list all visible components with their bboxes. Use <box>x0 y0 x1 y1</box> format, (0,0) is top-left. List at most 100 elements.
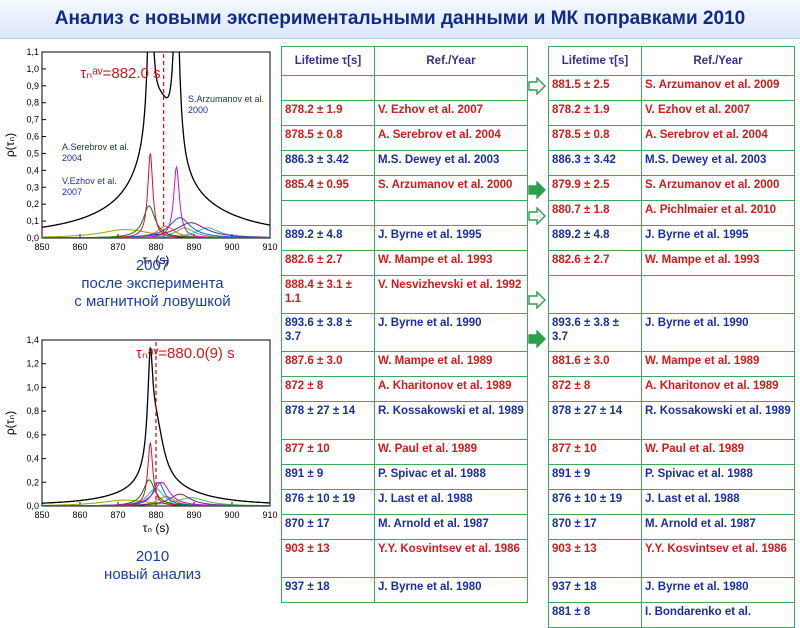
table-row: 881.6 ± 3.0 W. Mampe et al. 1989 <box>548 351 795 377</box>
caption-2007: 2007 после эксперимента с магнитной лову… <box>40 257 265 311</box>
y-tick-label: 0,8 <box>26 98 39 108</box>
table-row: 881.5 ± 2.5 S. Arzumanov et al. 2009 <box>548 75 795 101</box>
reference-cell: V. Ezhov et al. 2007 <box>641 100 795 126</box>
reference-cell: M. Arnold et al. 1987 <box>641 514 795 540</box>
y-tick-label: 0,9 <box>26 81 39 91</box>
lifetime-cell: 887.6 ± 3.0 <box>281 351 375 377</box>
x-tick-label: 850 <box>34 242 49 252</box>
caption-2007-line2: с магнитной ловушкой <box>74 293 231 310</box>
y-axis-label: ρ(τₙ) <box>3 133 17 157</box>
y-axis-label: ρ(τₙ) <box>3 411 17 435</box>
lifetime-cell: 872 ± 8 <box>281 376 375 402</box>
header-lifetime: Lifetime τ[s] <box>281 46 375 76</box>
reference-cell: A. Serebrov et al. 2004 <box>641 125 795 151</box>
reference-cell: J. Byrne et al. 1990 <box>641 313 795 352</box>
reference-cell: V. Nesvizhevski et al. 1992 <box>374 275 528 314</box>
reference-cell: S. Arzumanov et al. 2000 <box>374 175 528 201</box>
table-row: 887.6 ± 3.0 W. Mampe et al. 1989 <box>281 351 528 377</box>
right-arrow-icon <box>528 206 546 225</box>
table-row: 872 ± 8 A. Kharitonov et al. 1989 <box>548 376 795 402</box>
chart-2007: 850 860 870 880 890 900 910 0,0 0,1 0,2 0,3 0,4 0,5 0… <box>0 42 282 272</box>
lifetime-cell: 885.4 ± 0.95 <box>281 175 375 201</box>
table-row: 937 ± 18 J. Byrne et al. 1980 <box>281 577 528 603</box>
table-row <box>281 75 528 101</box>
table-row: 893.6 ± 3.8 ± 3.7 J. Byrne et al. 1990 <box>281 313 528 352</box>
caption-2007-year: 2007 <box>135 257 170 274</box>
x-tick-label: 870 <box>110 510 125 520</box>
table-row: 891 ± 9 P. Spivac et al. 1988 <box>548 464 795 490</box>
reference-cell: W. Mampe et al. 1989 <box>374 351 528 377</box>
lifetime-cell: 878.5 ± 0.8 <box>548 125 642 151</box>
reference-cell: S. Arzumanov et al. 2009 <box>641 75 795 101</box>
reference-cell: Y.Y. Kosvintsev et al. 1986 <box>641 539 795 578</box>
table-row: 870 ± 17 M. Arnold et al. 1987 <box>548 514 795 540</box>
x-tick-label: 890 <box>186 510 201 520</box>
lifetime-table-old: Lifetime τ[s] Ref./Year 878.2 ± 1.9 V. Ez… <box>281 46 528 603</box>
lifetime-cell: 876 ± 10 ± 19 <box>281 489 375 515</box>
x-tick-label: 900 <box>224 510 239 520</box>
reference-cell: V. Ezhov et al. 2007 <box>374 100 528 126</box>
reference-cell: J. Last et al. 1988 <box>641 489 795 515</box>
y-tick-label: 0,6 <box>26 132 39 142</box>
lifetime-cell: 889.2 ± 4.8 <box>281 225 375 251</box>
table-row: 891 ± 9 P. Spivac et al. 1988 <box>281 464 528 490</box>
reference-cell: W. Paul et al. 1989 <box>641 439 795 465</box>
lifetime-cell: 872 ± 8 <box>548 376 642 402</box>
lifetime-cell: 879.9 ± 2.5 <box>548 175 642 201</box>
table-row: 872 ± 8 A. Kharitonov et al. 1989 <box>281 376 528 402</box>
reference-cell <box>374 200 528 226</box>
right-arrow-icon <box>528 330 546 348</box>
reference-cell: M.S. Dewey et al. 2003 <box>374 150 528 176</box>
lifetime-cell: 881.6 ± 3.0 <box>548 351 642 377</box>
lifetime-cell: 878.5 ± 0.8 <box>281 125 375 151</box>
y-tick-label: 0,5 <box>26 148 39 158</box>
y-tick-label: 1,4 <box>26 335 39 345</box>
peak-annotation: A.Serebrov et al. 2004 <box>62 142 129 163</box>
table-row: 903 ± 13 Y.Y. Kosvintsev et al. 1986 <box>548 539 795 578</box>
reference-cell: R. Kossakowski et al. 1989 <box>374 401 528 440</box>
lifetime-cell: 903 ± 13 <box>548 539 642 578</box>
header-ref: Ref./Year <box>641 46 795 76</box>
reference-cell: J. Byrne et al. 1980 <box>374 577 528 603</box>
lifetime-cell: 886.3 ± 3.42 <box>281 150 375 176</box>
chart-2010: 850 860 870 880 890 900 910 0,0 0,2 0,4 0,6 0,8 1,0 1… <box>0 330 282 540</box>
lifetime-cell: 881 ± 8 <box>548 602 642 628</box>
lifetime-cell: 881.5 ± 2.5 <box>548 75 642 101</box>
reference-cell: A. Kharitonov et al. 1989 <box>374 376 528 402</box>
lifetime-cell: 880.7 ± 1.8 <box>548 200 642 226</box>
reference-cell: S. Arzumanov et al. 2000 <box>641 175 795 201</box>
lifetime-cell: 882.6 ± 2.7 <box>281 250 375 276</box>
right-arrow-icon <box>528 291 546 309</box>
lifetime-cell: 891 ± 9 <box>548 464 642 490</box>
table-row: 879.9 ± 2.5 S. Arzumanov et al. 2000 <box>548 175 795 201</box>
x-tick-label: 880 <box>148 510 163 520</box>
reference-cell: W. Mampe et al. 1993 <box>641 250 795 276</box>
table-row: 881 ± 8 I. Bondarenko et al. <box>548 602 795 628</box>
table-row: 889.2 ± 4.8 J. Byrne et al. 1995 <box>548 225 795 251</box>
peak-annotation: V.Ezhov et al. 2007 <box>62 176 117 197</box>
slide-header: Анализ с новыми экспериментальными данны… <box>0 0 800 39</box>
reference-cell: J. Last et al. 1988 <box>374 489 528 515</box>
reference-cell: I. Bondarenko et al. <box>641 602 795 628</box>
lifetime-table-new: Lifetime τ[s] Ref./Year 881.5 ± 2.5 S. Ar… <box>548 46 795 628</box>
table-row: 903 ± 13 Y.Y. Kosvintsev et al. 1986 <box>281 539 528 578</box>
reference-cell: J. Byrne et al. 1990 <box>374 313 528 352</box>
y-tick-label: 0,2 <box>26 477 39 487</box>
x-tick-label: 850 <box>34 510 49 520</box>
x-tick-label: 890 <box>186 242 201 252</box>
lifetime-cell: 937 ± 18 <box>281 577 375 603</box>
table-row: 878.5 ± 0.8 A. Serebrov et al. 2004 <box>548 125 795 151</box>
lifetime-cell: 878.2 ± 1.9 <box>548 100 642 126</box>
reference-cell: A. Kharitonov et al. 1989 <box>641 376 795 402</box>
average-label: τₙᵃᵛ=880.0(9) s <box>136 345 235 362</box>
lifetime-cell: 870 ± 17 <box>281 514 375 540</box>
header-ref: Ref./Year <box>374 46 528 76</box>
lifetime-cell: 888.4 ± 3.1 ± 1.1 <box>281 275 375 314</box>
slide-title: Анализ с новыми экспериментальными данны… <box>54 8 746 29</box>
y-tick-label: 1,0 <box>26 382 39 392</box>
y-tick-label: 0,4 <box>26 165 39 175</box>
y-tick-label: 0,7 <box>26 115 39 125</box>
lifetime-cell: 889.2 ± 4.8 <box>548 225 642 251</box>
x-tick-label: 900 <box>224 242 239 252</box>
y-tick-label: 0,2 <box>26 199 39 209</box>
